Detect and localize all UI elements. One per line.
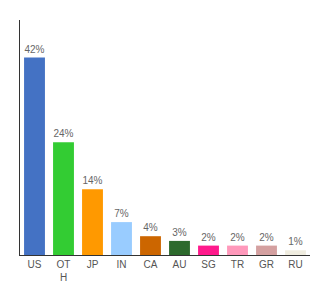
svg-text:AU: AU xyxy=(173,259,187,270)
svg-text:US: US xyxy=(28,259,42,270)
svg-text:OTH: OTH xyxy=(57,259,71,283)
svg-text:IN: IN xyxy=(117,259,127,270)
svg-text:7%: 7% xyxy=(114,208,129,219)
svg-text:3%: 3% xyxy=(172,227,187,238)
svg-text:4%: 4% xyxy=(143,222,158,233)
svg-text:42%: 42% xyxy=(24,44,44,55)
svg-text:2%: 2% xyxy=(201,232,216,243)
svg-text:24%: 24% xyxy=(53,128,73,139)
svg-text:2%: 2% xyxy=(259,232,274,243)
svg-text:TR: TR xyxy=(231,259,244,270)
svg-text:2%: 2% xyxy=(230,232,245,243)
svg-text:14%: 14% xyxy=(82,175,102,186)
svg-text:1%: 1% xyxy=(288,236,303,247)
svg-text:GR: GR xyxy=(259,259,274,270)
svg-text:RU: RU xyxy=(288,259,302,270)
svg-text:SG: SG xyxy=(201,259,216,270)
svg-text:CA: CA xyxy=(144,259,158,270)
svg-text:JP: JP xyxy=(87,259,99,270)
